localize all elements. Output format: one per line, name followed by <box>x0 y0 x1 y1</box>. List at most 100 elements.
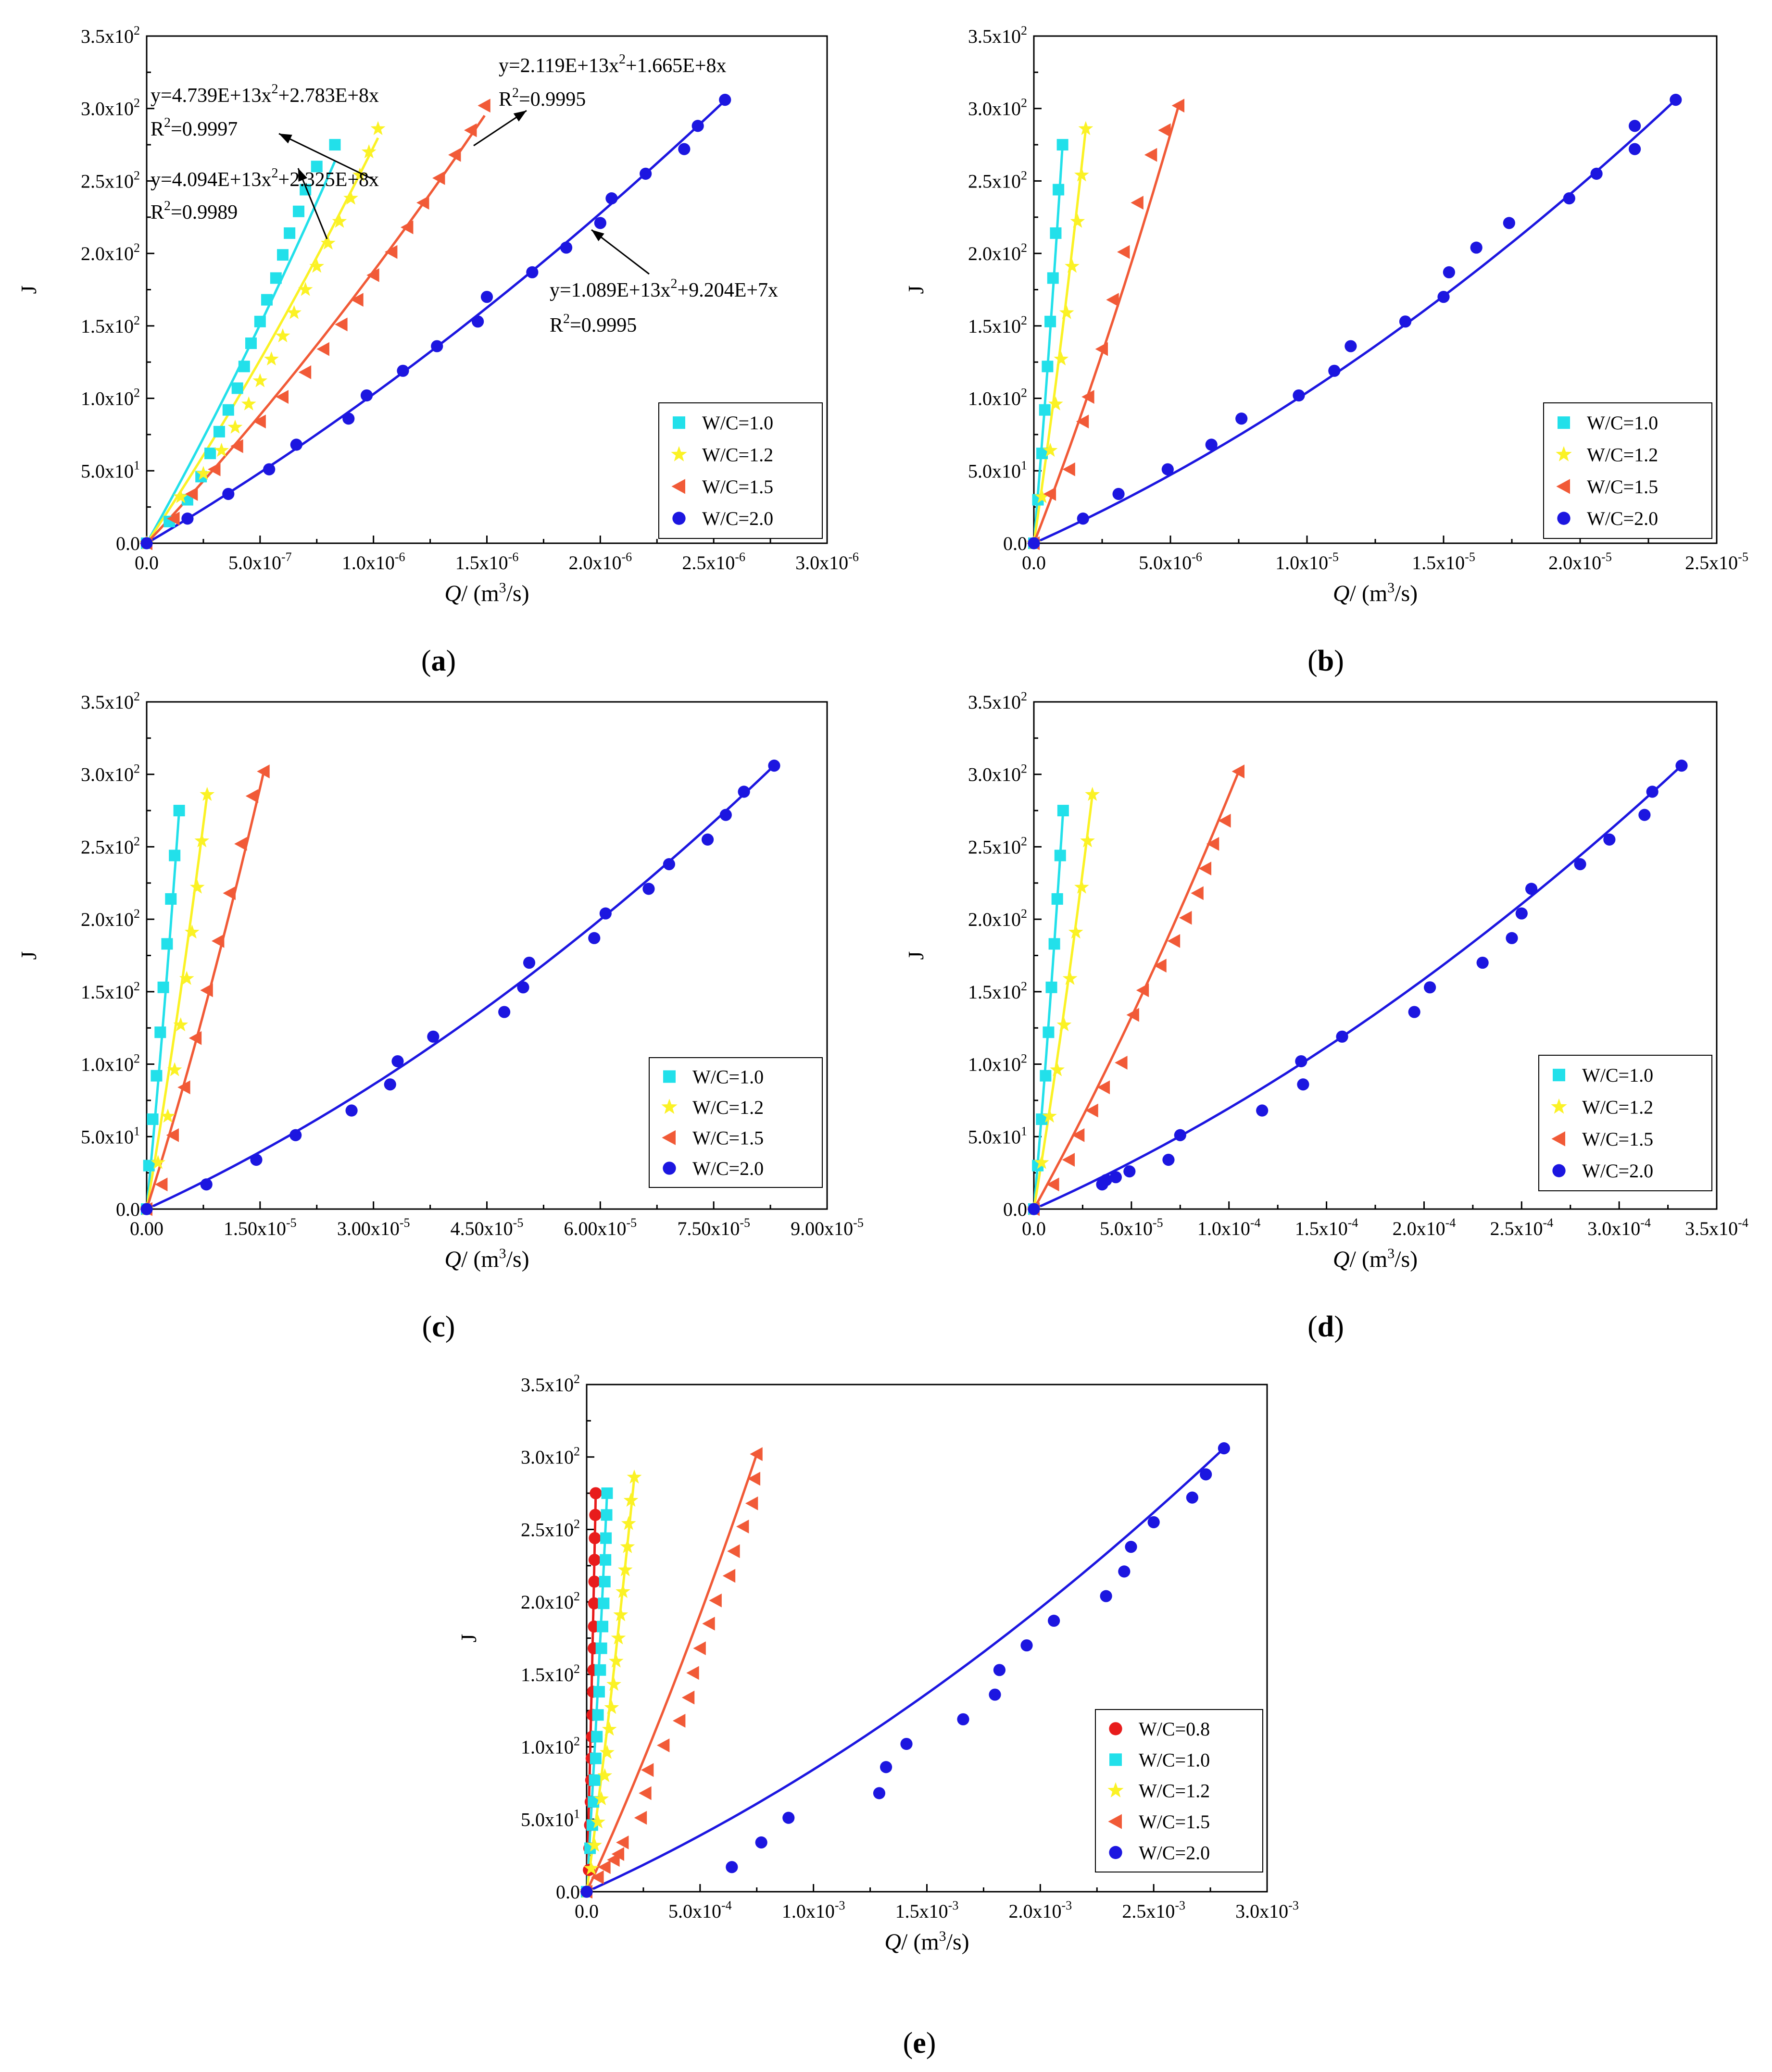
legend-marker <box>662 1130 676 1146</box>
text-span: ( <box>421 645 431 677</box>
text-span: 3.0x10 <box>968 98 1021 120</box>
data-point <box>1044 315 1056 327</box>
x-tick-label: 2.0x10-3 <box>1008 1898 1072 1922</box>
data-point <box>595 1642 607 1654</box>
text-span: 3.5x10 <box>1685 1218 1738 1239</box>
text-span: 2.0x10 <box>1008 1900 1061 1922</box>
y-axis-label: J <box>456 1634 481 1643</box>
text-span: 2.0x10 <box>81 909 134 930</box>
y-tick-label: 3.0x102 <box>81 762 140 786</box>
series-WC20 <box>580 1442 1230 1898</box>
text-span: 5.0x10 <box>228 552 281 574</box>
legend-box <box>649 1057 823 1188</box>
data-point <box>1256 1104 1269 1117</box>
data-point <box>298 282 313 296</box>
data-point <box>1476 956 1489 969</box>
text-span: 3.0x10 <box>521 1447 574 1468</box>
data-point <box>597 1621 609 1633</box>
text-span: W/C=1.2 <box>1587 444 1658 465</box>
data-point <box>1115 1056 1128 1070</box>
data-point <box>621 1516 636 1530</box>
data-point <box>194 833 210 848</box>
legend-box <box>658 402 823 539</box>
x-tick-label: 2.5x10-5 <box>1685 550 1748 574</box>
data-point <box>1191 886 1204 900</box>
data-point <box>185 487 198 501</box>
data-point <box>211 934 225 948</box>
data-point <box>580 1885 593 1898</box>
data-point <box>287 305 302 319</box>
data-point <box>1235 412 1248 425</box>
x-tick-label: 4.50x10-5 <box>451 1216 524 1239</box>
legend-marker <box>1556 446 1572 462</box>
text-span: Q <box>884 1929 901 1955</box>
text-span: y=4.094E+13x <box>151 169 272 191</box>
text-span: y=4.739E+13x <box>151 85 272 107</box>
data-point <box>1047 272 1059 284</box>
data-point <box>179 971 194 985</box>
r-squared-value: R2=0.9995 <box>499 86 586 111</box>
y-tick-label: 1.0x102 <box>521 1735 580 1758</box>
data-point <box>1020 1639 1033 1652</box>
y-tick-label: 2.5x102 <box>968 834 1027 858</box>
y-tick-label: 2.0x102 <box>968 907 1027 930</box>
data-point <box>1043 487 1056 501</box>
data-point <box>245 789 259 803</box>
y-axis-label: J <box>904 286 928 294</box>
text-span: 2.5x10 <box>81 836 134 858</box>
x-tick-label: 2.0x10-5 <box>1548 550 1612 574</box>
text-span: 3 <box>939 1928 946 1944</box>
x-axis-label: Q/ (m3/s) <box>1333 580 1418 606</box>
data-point <box>1345 340 1357 352</box>
text-span: 0.0 <box>1022 552 1046 574</box>
data-point <box>727 1544 740 1559</box>
r-squared-value: R2=0.9989 <box>151 199 238 224</box>
text-span: /s) <box>506 1247 529 1272</box>
legend-label: W/C=1.0 <box>1139 1749 1210 1771</box>
y-tick-label: 0.0 <box>556 1881 580 1903</box>
text-span: 2 <box>134 979 140 993</box>
fit-line-WC15 <box>587 1453 758 1892</box>
y-tick-label: 5.0x101 <box>81 1124 140 1148</box>
text-span: 1.5x10 <box>81 315 134 337</box>
text-span: 0.00 <box>130 1218 163 1239</box>
legend-marker <box>1552 1164 1566 1177</box>
text-span: 2 <box>574 1735 580 1748</box>
text-span: W/C=1.0 <box>692 1066 764 1087</box>
data-point <box>589 1532 601 1545</box>
legend-label: W/C=1.0 <box>1582 1064 1653 1086</box>
data-point <box>245 337 257 349</box>
legend-label: W/C=1.0 <box>1587 412 1658 434</box>
data-point <box>589 1774 601 1786</box>
x-tick-label: 1.50x10-5 <box>224 1216 297 1239</box>
data-point <box>498 1006 511 1018</box>
data-point <box>345 1104 358 1117</box>
data-point <box>311 161 323 173</box>
text-span: / (m <box>1350 1247 1388 1272</box>
data-point <box>601 1487 613 1499</box>
data-point <box>1043 442 1058 457</box>
data-point <box>1062 462 1075 476</box>
text-span: W/C=1.5 <box>1582 1128 1653 1150</box>
data-point <box>641 1763 654 1777</box>
data-point <box>1112 487 1125 500</box>
data-point <box>1078 121 1093 135</box>
text-span: -4 <box>1445 1216 1456 1230</box>
fit-line-WC15 <box>147 771 265 1209</box>
data-point <box>155 1177 168 1192</box>
fit-line-WC20 <box>587 1447 1225 1892</box>
data-point <box>261 294 273 306</box>
text-span: 3 <box>1387 580 1395 596</box>
text-span: -3 <box>1175 1898 1185 1912</box>
text-span: 3 <box>499 580 506 596</box>
legend-label: W/C=1.5 <box>692 1127 764 1148</box>
text-span: 0.0 <box>1003 533 1027 554</box>
text-span: 1.0x10 <box>782 1900 835 1922</box>
data-point <box>343 190 358 205</box>
y-tick-label: 2.5x102 <box>81 834 140 858</box>
legend-marker <box>1551 1131 1565 1147</box>
x-tick-label: 0.0 <box>135 552 159 574</box>
legend-marker <box>1556 479 1570 494</box>
data-point <box>588 1554 601 1566</box>
